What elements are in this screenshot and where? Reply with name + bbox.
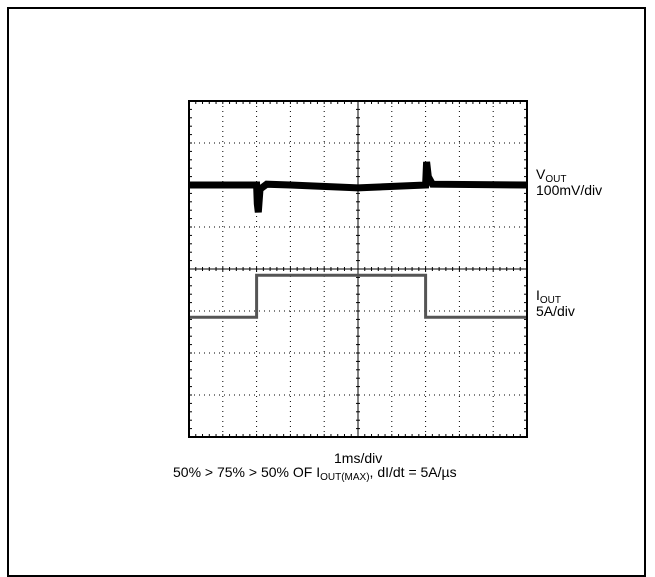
oscilloscope-plot [188,100,528,438]
vout-label: VOUT 100mV/div [536,166,602,198]
vout-label-sub: OUT [545,174,567,185]
plot-border [188,100,528,438]
caption-sub: OUT(MAX) [320,472,370,483]
caption-prefix: 50% > 75% > 50% OF I [173,464,321,480]
iout-label: IOUT 5A/div [536,287,575,319]
iout-scale: 5A/div [536,303,575,319]
iout-label-main: I [536,287,540,303]
x-axis-label: 1ms/div [334,450,383,466]
chart-caption: 50% > 75% > 50% OF IOUT(MAX), dI/dt = 5A… [173,464,457,483]
vout-scale: 100mV/div [536,182,603,198]
vout-trace [189,161,528,213]
vout-label-main: V [536,166,546,182]
iout-trace [189,273,527,319]
caption-suffix: , dI/dt = 5A/µs [369,464,457,480]
iout-label-sub: OUT [539,295,561,306]
